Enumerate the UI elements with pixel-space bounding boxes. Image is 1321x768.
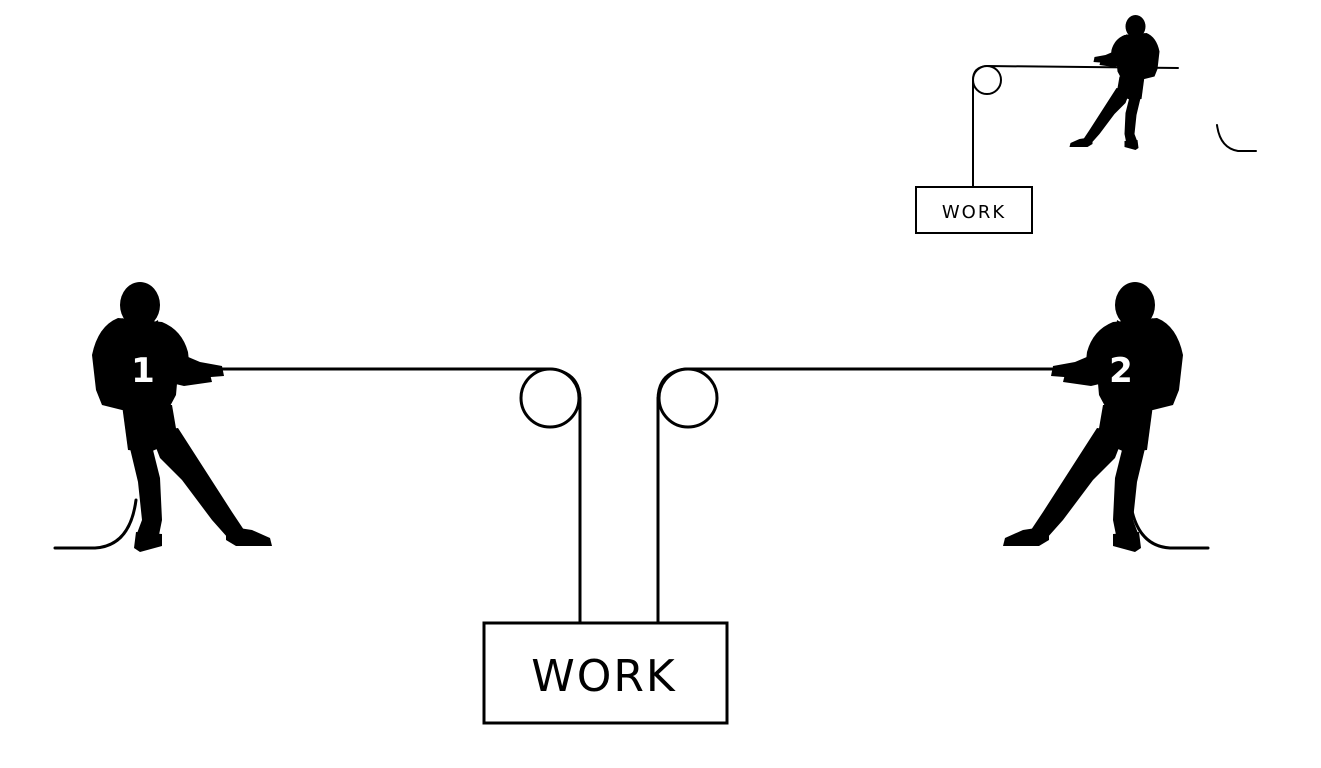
- work-box-inset: [915, 186, 1033, 234]
- rope-z-main: [972, 64, 1179, 187]
- rope-left-tail: [53, 498, 138, 550]
- pulley-right: [657, 367, 719, 429]
- work-box-main-label: WORK: [531, 651, 677, 702]
- person-left-silhouette: [92, 282, 272, 552]
- person-z-figure: [1069, 15, 1160, 150]
- person-z-number: Z: [1209, 57, 1221, 76]
- pulley-left: [519, 367, 581, 429]
- rope-z-tail: [1216, 124, 1257, 152]
- pulley-z: [972, 65, 1002, 95]
- work-box-inset-label: WORK: [942, 202, 1006, 223]
- person-right-silhouette: [1003, 282, 1183, 552]
- work-box-main: [482, 621, 729, 725]
- rope-right-tail: [1128, 498, 1210, 550]
- person-left-number: 1: [131, 351, 155, 391]
- person-right-number: 2: [1109, 351, 1133, 391]
